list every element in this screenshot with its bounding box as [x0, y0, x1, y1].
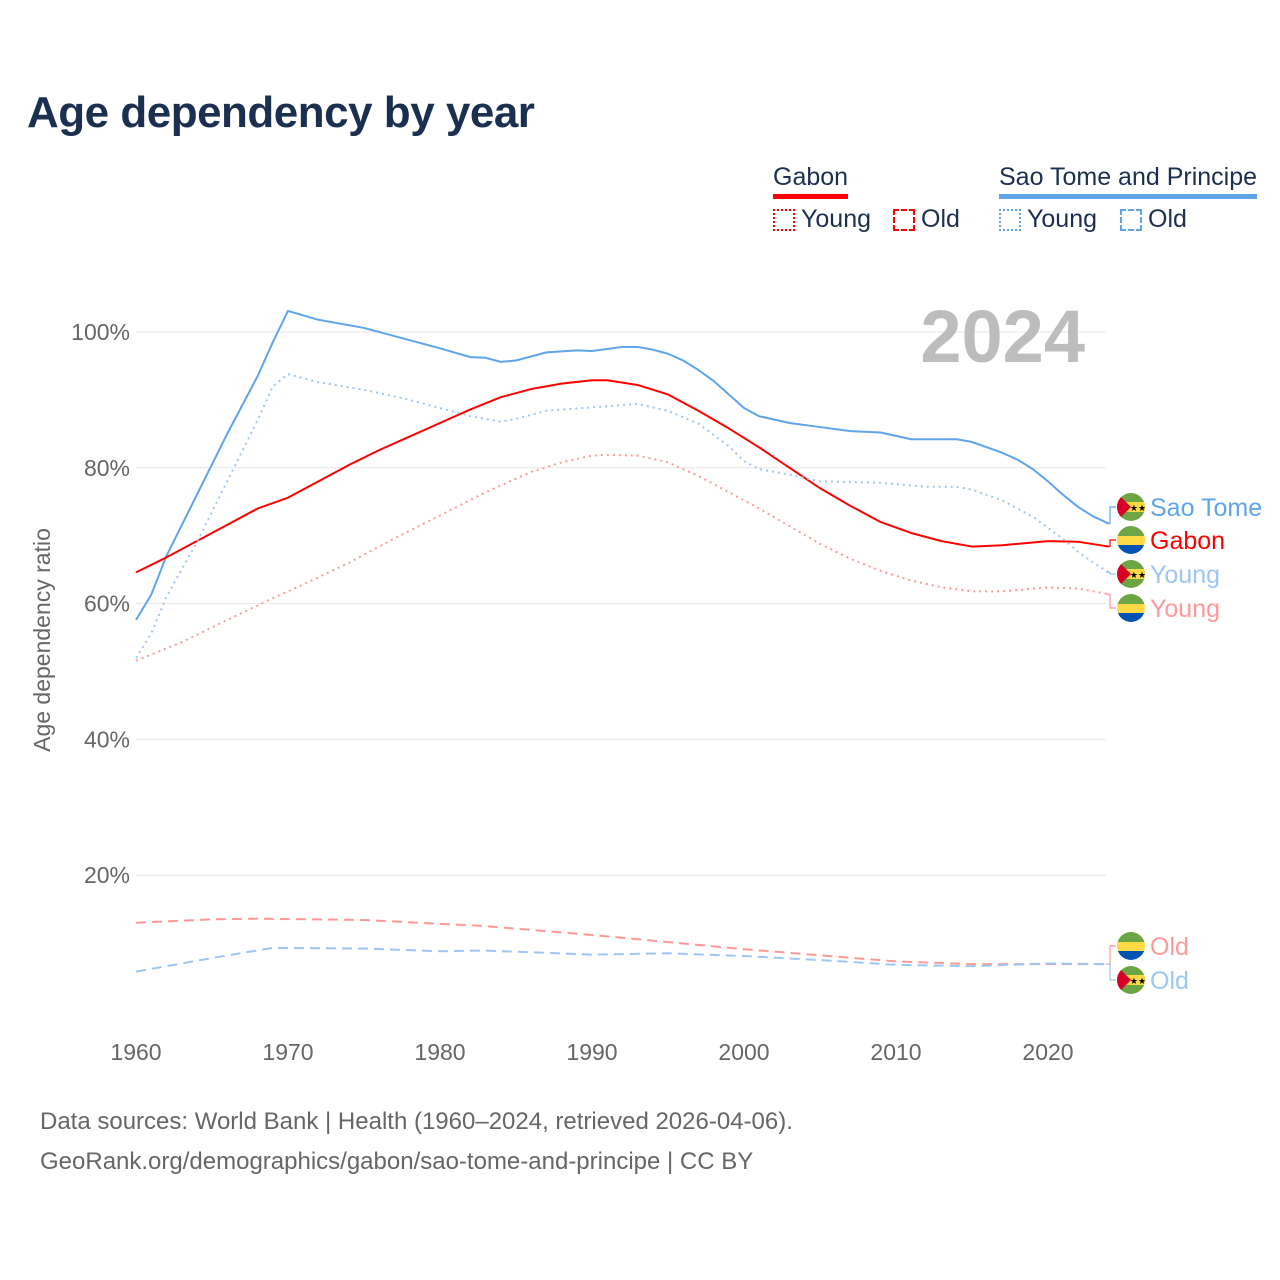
- legend-gabon-old[interactable]: Old: [893, 205, 960, 234]
- x-tick-label: 2010: [870, 1039, 921, 1065]
- end-label: Old: [1150, 967, 1189, 995]
- svg-text:★★: ★★: [1130, 503, 1146, 513]
- y-tick-label: 100%: [71, 319, 130, 345]
- series-line-gabon: [135, 379, 1109, 574]
- svg-text:★★: ★★: [1130, 570, 1146, 580]
- y-tick-label: 20%: [84, 862, 130, 888]
- y-tick-label: 60%: [84, 591, 130, 617]
- sao-tome-flag-icon: ★★: [1117, 493, 1146, 521]
- sao-tome-flag-icon: ★★: [1117, 966, 1146, 994]
- end-label: Gabon: [1150, 527, 1225, 555]
- footer-source: Data sources: World Bank | Health (1960–…: [40, 1108, 793, 1135]
- dashed-swatch-icon: [1120, 208, 1142, 231]
- year-watermark: 2024: [920, 295, 1085, 378]
- legend-stp[interactable]: Sao Tome and Principe: [999, 163, 1258, 199]
- legend-label: Old: [921, 205, 960, 233]
- series-line-sao-tome-and-principe-young: [135, 373, 1110, 659]
- legend-stp-young[interactable]: Young: [999, 205, 1097, 234]
- y-tick-label: 80%: [84, 455, 130, 481]
- x-tick-label: 1970: [262, 1039, 313, 1065]
- footer-link[interactable]: GeoRank.org/demographics/gabon/sao-tome-…: [40, 1148, 754, 1175]
- series-line-gabon-old: [135, 917, 1109, 966]
- end-label: Sao Tome: [1150, 494, 1262, 522]
- end-label: Young: [1150, 561, 1220, 589]
- x-tick-label: 2000: [718, 1039, 769, 1065]
- gabon-flag-icon: [1117, 526, 1145, 554]
- legend-label: Young: [1027, 205, 1097, 233]
- y-axis-label: Age dependency ratio: [29, 528, 55, 752]
- label-connector: [1106, 593, 1116, 609]
- chart-title: Age dependency by year: [27, 88, 535, 137]
- label-connector: [1106, 539, 1116, 548]
- svg-text:★★: ★★: [1130, 976, 1146, 986]
- label-connector: [1106, 945, 1116, 965]
- end-label: Old: [1150, 933, 1189, 961]
- x-tick-label: 2020: [1022, 1039, 1073, 1065]
- series-line-gabon-young: [135, 453, 1109, 662]
- dotted-swatch-icon: [999, 208, 1021, 231]
- legend-gabon[interactable]: Gabon: [773, 163, 849, 199]
- legend-gabon-young[interactable]: Young: [773, 205, 871, 234]
- x-tick-label: 1990: [566, 1039, 617, 1065]
- x-tick-label: 1980: [414, 1039, 465, 1065]
- dashed-swatch-icon: [893, 208, 915, 231]
- label-connector: [1106, 963, 1116, 981]
- end-label: Young: [1150, 595, 1220, 623]
- legend-label: Young: [801, 205, 871, 233]
- sao-tome-flag-icon: ★★: [1117, 560, 1146, 588]
- y-tick-label: 40%: [84, 726, 130, 752]
- dotted-swatch-icon: [773, 208, 795, 231]
- x-tick-label: 1960: [110, 1039, 161, 1065]
- legend-stp-old[interactable]: Old: [1120, 205, 1187, 234]
- label-connector: [1106, 506, 1116, 525]
- label-connector: [1106, 571, 1116, 575]
- series-line-sao-tome-and-principe: [135, 309, 1110, 621]
- legend-label: Old: [1148, 205, 1187, 233]
- gabon-flag-icon: [1117, 932, 1145, 960]
- gabon-flag-icon: [1117, 594, 1145, 622]
- series-line-sao-tome-and-principe-old: [135, 946, 1109, 973]
